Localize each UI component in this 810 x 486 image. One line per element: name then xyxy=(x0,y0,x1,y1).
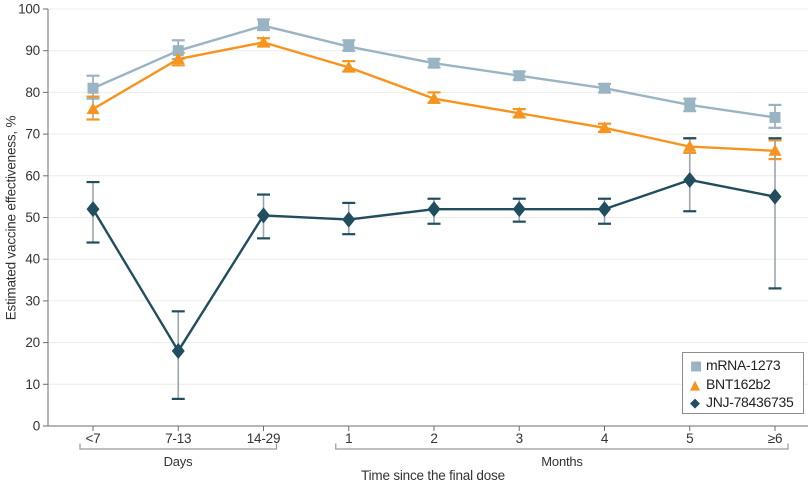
diamond-marker-icon xyxy=(342,211,356,228)
diamond-marker-icon xyxy=(512,201,526,218)
legend: ■ mRNA-1273 ▲ BNT162b2 ◆ JNJ-78436735 xyxy=(682,352,804,414)
legend-label: JNJ-78436735 xyxy=(706,394,794,410)
x-tick-label: ≥6 xyxy=(768,431,783,446)
y-tick-label: 20 xyxy=(25,335,40,350)
y-tick-label: 80 xyxy=(25,85,40,100)
legend-item-mrna-1273: ■ mRNA-1273 xyxy=(690,356,803,375)
triangle-marker-icon xyxy=(768,144,782,156)
triangle-marker-icon xyxy=(257,35,270,48)
x-axis-title: Time since the final dose xyxy=(361,468,505,483)
triangle-marker-icon xyxy=(427,92,441,104)
triangle-marker-icon xyxy=(512,106,526,119)
y-axis-title: Estimated vaccine effectiveness, % xyxy=(3,115,19,321)
y-tick-label: 10 xyxy=(25,377,40,392)
triangle-marker-icon: ▲ xyxy=(690,377,700,393)
square-marker-icon xyxy=(343,41,355,53)
square-marker-icon xyxy=(599,82,610,94)
x-tick-label: 2 xyxy=(430,431,437,446)
diamond-marker-icon xyxy=(427,201,441,218)
y-tick-label: 90 xyxy=(25,43,40,58)
x-tick-label: <7 xyxy=(86,431,101,446)
x-group-bracket xyxy=(79,443,278,450)
x-tick-label: 7-13 xyxy=(165,431,191,446)
x-group-bracket xyxy=(335,443,789,450)
triangle-marker-icon xyxy=(171,52,185,65)
legend-item-jnj-78436735: ◆ JNJ-78436735 xyxy=(690,393,803,412)
diamond-marker-icon: ◆ xyxy=(690,396,700,411)
y-tick-label: 100 xyxy=(18,2,40,17)
square-marker-icon xyxy=(258,20,269,32)
y-tick-label: 70 xyxy=(25,127,40,142)
y-tick-label: 40 xyxy=(25,252,40,267)
diamond-marker-icon xyxy=(598,201,611,218)
triangle-marker-icon xyxy=(86,102,100,115)
legend-item-bnt162b2: ▲ BNT162b2 xyxy=(690,375,803,394)
x-tick-label: 1 xyxy=(345,431,352,446)
square-marker-icon xyxy=(87,82,99,94)
square-marker-icon xyxy=(172,45,184,57)
legend-label: BNT162b2 xyxy=(706,375,771,392)
triangle-marker-icon xyxy=(683,140,697,152)
triangle-marker-icon xyxy=(342,60,356,73)
legend-label: mRNA-1273 xyxy=(706,357,781,373)
square-marker-icon xyxy=(769,111,781,123)
x-group-label-months: Months xyxy=(541,454,583,469)
x-tick-label: 5 xyxy=(686,431,693,446)
square-marker-icon xyxy=(428,57,440,69)
square-marker-icon: ■ xyxy=(690,359,702,374)
x-tick-label: 3 xyxy=(516,431,523,446)
triangle-marker-icon xyxy=(598,121,611,133)
square-marker-icon xyxy=(513,70,525,82)
diamond-marker-icon xyxy=(171,342,185,359)
diamond-marker-icon xyxy=(768,188,782,205)
square-marker-icon xyxy=(684,99,696,111)
diamond-marker-icon xyxy=(257,207,270,224)
diamond-marker-icon xyxy=(683,171,697,188)
x-tick-label: 4 xyxy=(601,431,609,446)
y-tick-label: 30 xyxy=(25,293,40,308)
y-tick-label: 60 xyxy=(25,168,40,183)
y-tick-label: 0 xyxy=(33,419,40,434)
y-tick-label: 50 xyxy=(25,210,40,225)
x-group-label-days: Days xyxy=(163,454,193,469)
diamond-marker-icon xyxy=(86,201,100,218)
x-tick-label: 14-29 xyxy=(247,431,281,446)
